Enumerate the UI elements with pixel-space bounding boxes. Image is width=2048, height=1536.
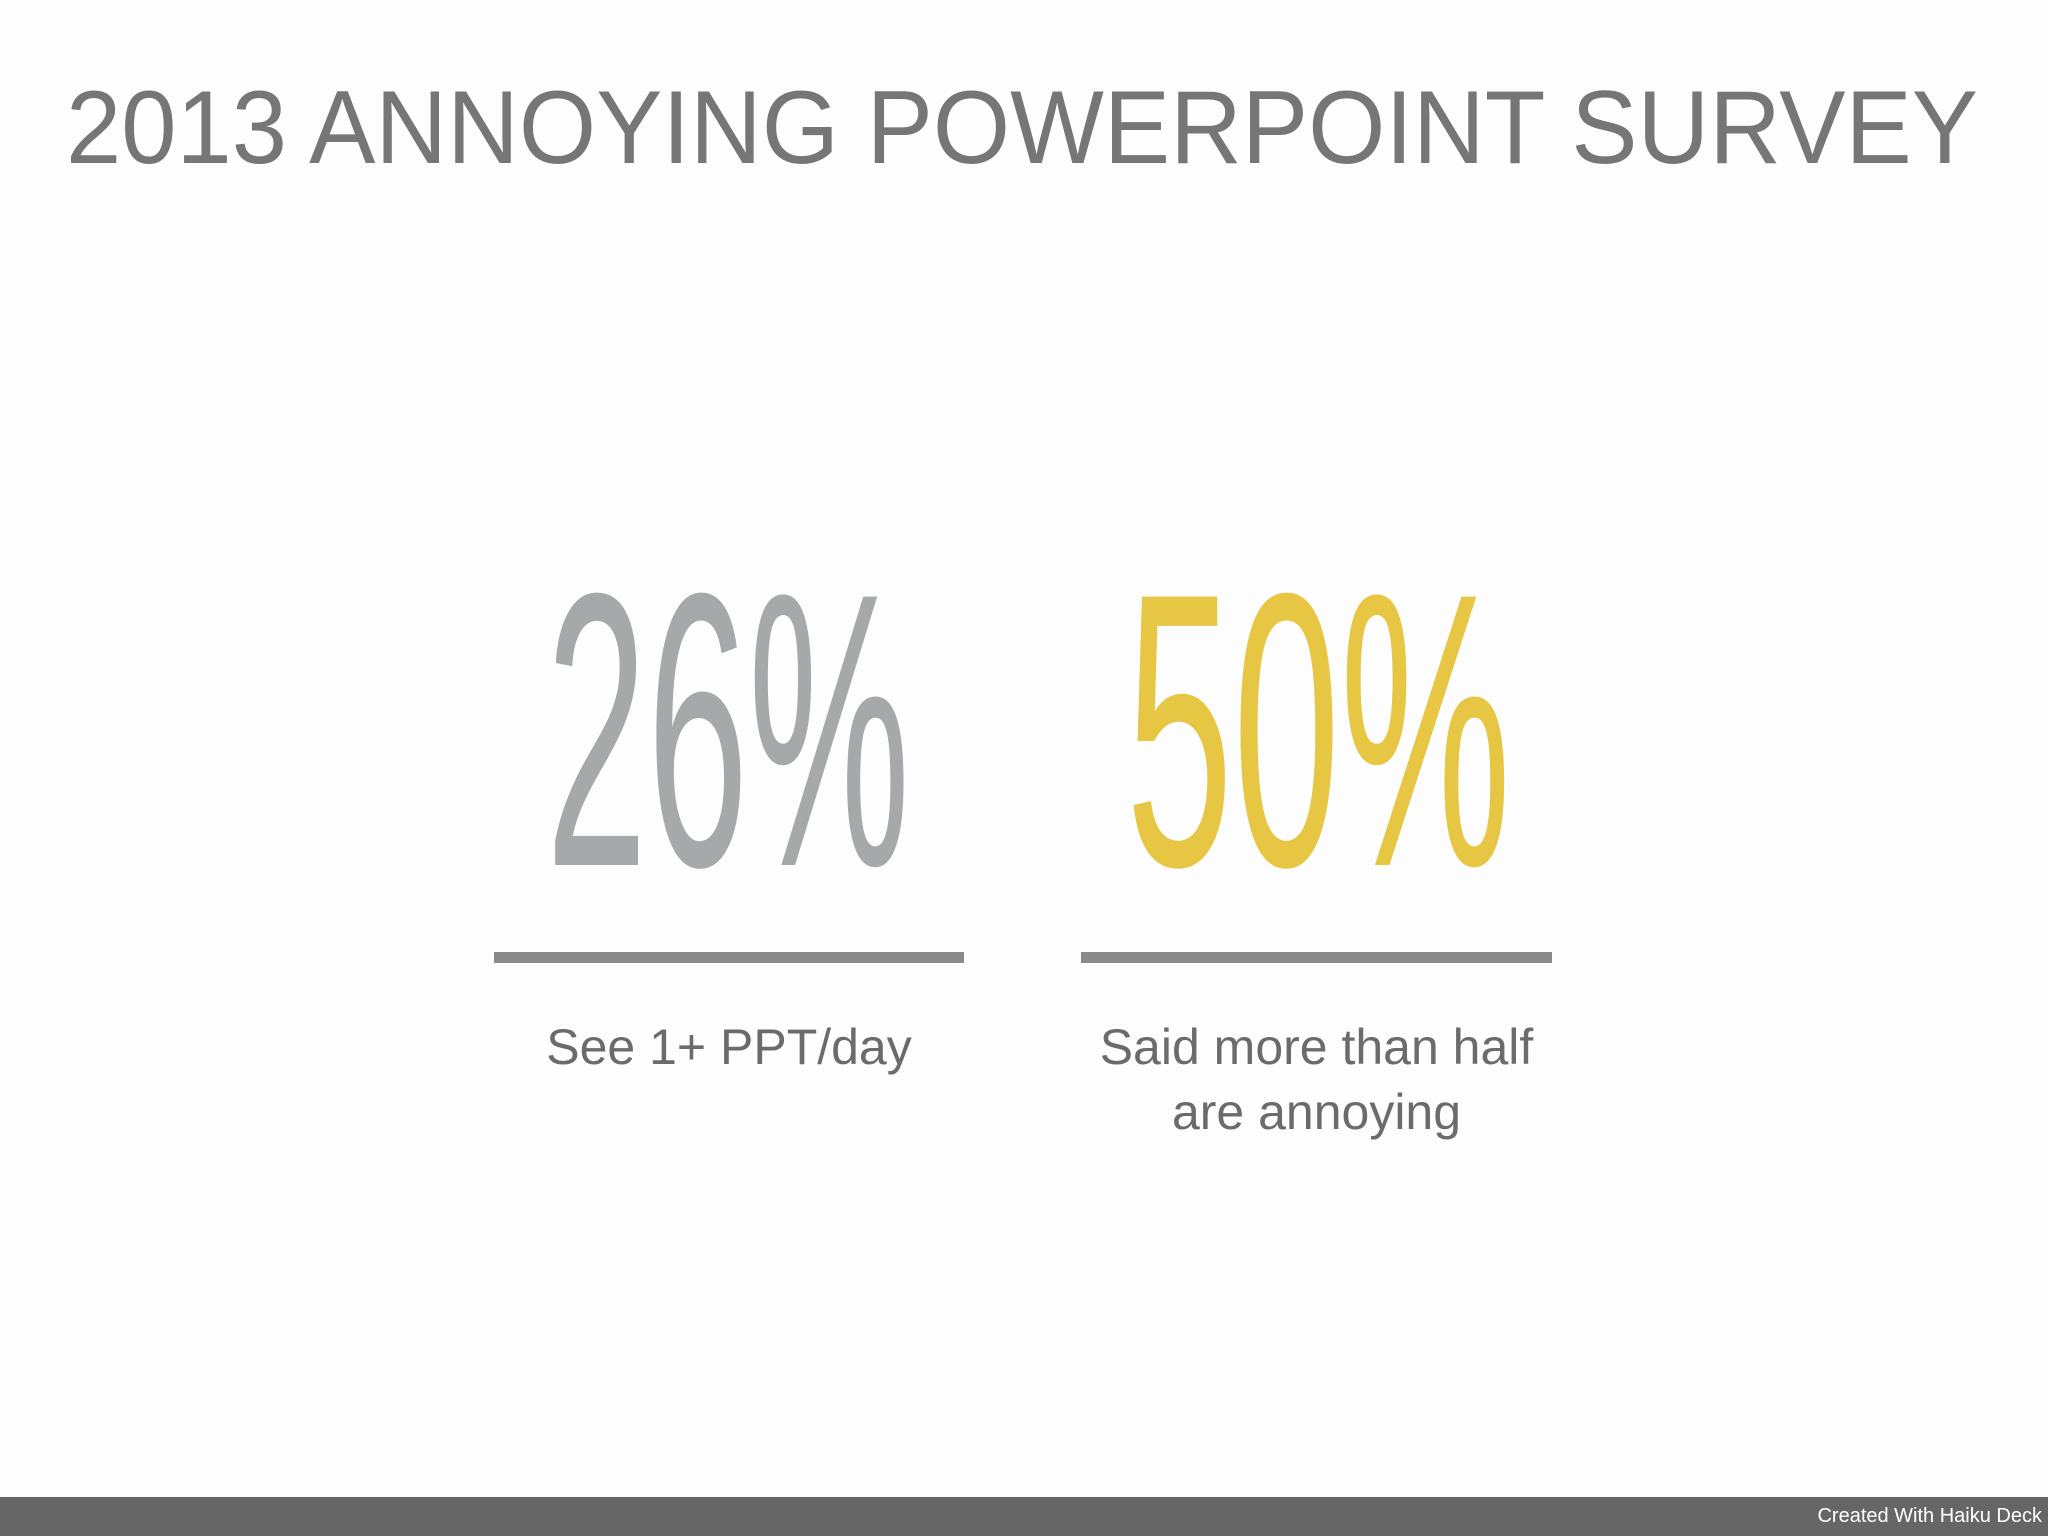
stat-value: 50% [1126, 512, 1511, 948]
stat-caption: are annoying [1172, 1084, 1461, 1140]
divider [1081, 952, 1552, 963]
stat-value: 26% [546, 512, 910, 948]
stats: 26% See 1+ PPT/day 50% Said more than half a… [494, 512, 1552, 1140]
footer-bar [0, 1497, 2048, 1536]
stat-caption: Said more than half [1100, 1019, 1534, 1075]
stat-caption: See 1+ PPT/day [546, 1019, 912, 1075]
footer-credit: Created With Haiku Deck [1817, 1505, 2043, 1527]
divider [494, 952, 964, 963]
slide-title: 2013 ANNOYING POWERPOINT SURVEY [66, 70, 1978, 186]
